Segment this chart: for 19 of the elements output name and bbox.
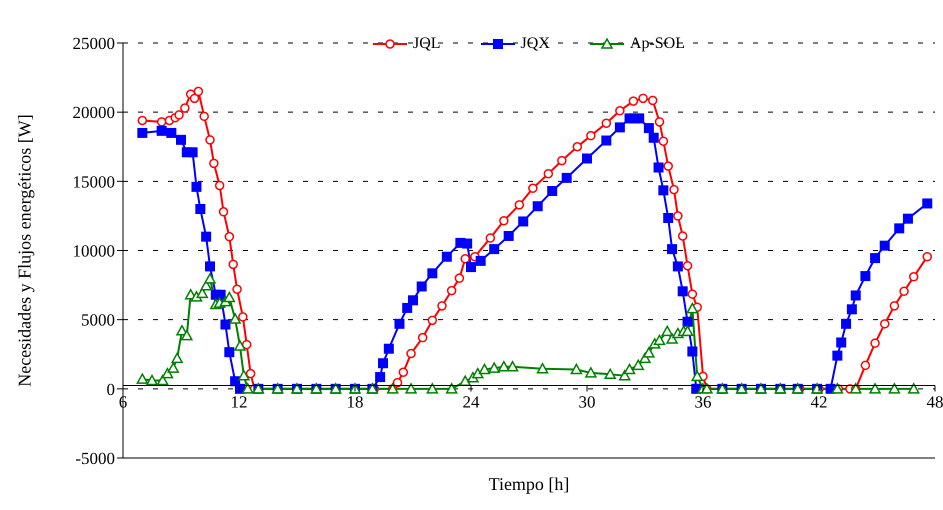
x-tick-label: 24 <box>462 392 480 412</box>
y-tick-label: 5000 <box>81 310 115 330</box>
legend-label: Ap-SOL <box>630 35 685 53</box>
x-tick-label: 12 <box>230 392 248 412</box>
x-tick-label: 30 <box>578 392 596 412</box>
x-tick-label: 36 <box>694 392 712 412</box>
x-axis-title: Tiempo [h] <box>488 474 570 494</box>
y-tick-label: 20000 <box>72 103 115 122</box>
y-tick-label: 0 <box>106 380 115 399</box>
y-tick-label: 15000 <box>72 172 115 192</box>
legend-label: JQL <box>412 35 441 53</box>
x-tick-label: 48 <box>926 392 943 412</box>
x-tick-label: 42 <box>810 392 828 412</box>
y-tick-label: -5000 <box>75 449 115 468</box>
legend-label: JQX <box>520 35 550 53</box>
y-tick-label: 25000 <box>72 34 115 54</box>
y-axis-title: Necesidades y Flujos energéticos [W] <box>14 114 34 387</box>
y-tick-label: 10000 <box>72 242 115 261</box>
x-tick-label: 18 <box>346 392 364 412</box>
